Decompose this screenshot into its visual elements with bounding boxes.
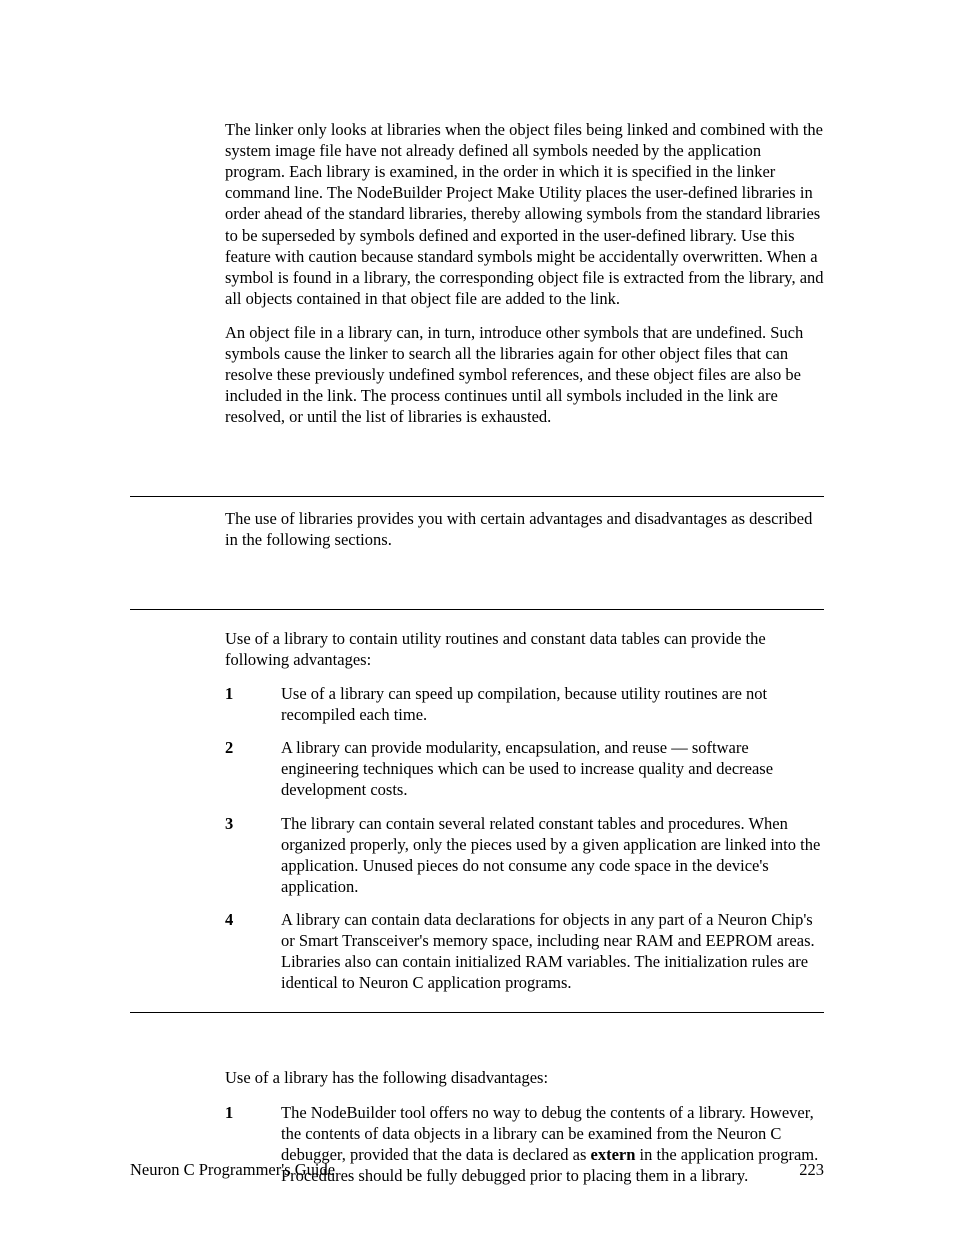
list-text: Use of a library can speed up compilatio…: [281, 683, 824, 725]
list-text: The library can contain several related …: [281, 813, 824, 897]
footer-title: Neuron C Programmer's Guide: [130, 1159, 335, 1180]
page: The linker only looks at libraries when …: [0, 0, 954, 1235]
page-footer: Neuron C Programmer's Guide 223: [0, 1159, 954, 1180]
section-rule: [130, 609, 824, 610]
list-text: A library can provide modularity, encaps…: [281, 737, 824, 800]
spacer: [225, 568, 824, 628]
list-item: 2 A library can provide modularity, enca…: [225, 737, 824, 800]
page-number: 223: [799, 1159, 824, 1180]
section-rule: [130, 496, 824, 497]
paragraph: Use of a library has the following disad…: [225, 1067, 824, 1088]
paragraph: An object file in a library can, in turn…: [225, 322, 824, 428]
list-item: 3 The library can contain several relate…: [225, 813, 824, 897]
paragraph: The use of libraries provides you with c…: [225, 508, 824, 550]
paragraph: The linker only looks at libraries when …: [225, 119, 824, 309]
list-number: 4: [225, 909, 281, 993]
list-text: A library can contain data declarations …: [281, 909, 824, 993]
list-item: 1 Use of a library can speed up compilat…: [225, 683, 824, 725]
spacer: [225, 1009, 824, 1067]
list-number: 2: [225, 737, 281, 800]
advantages-list: 1 Use of a library can speed up compilat…: [225, 683, 824, 993]
list-number: 3: [225, 813, 281, 897]
list-number: 1: [225, 683, 281, 725]
spacer: [225, 446, 824, 508]
list-item: 4 A library can contain data declaration…: [225, 909, 824, 993]
paragraph: Use of a library to contain utility rout…: [225, 628, 824, 670]
section-rule: [130, 1012, 824, 1013]
